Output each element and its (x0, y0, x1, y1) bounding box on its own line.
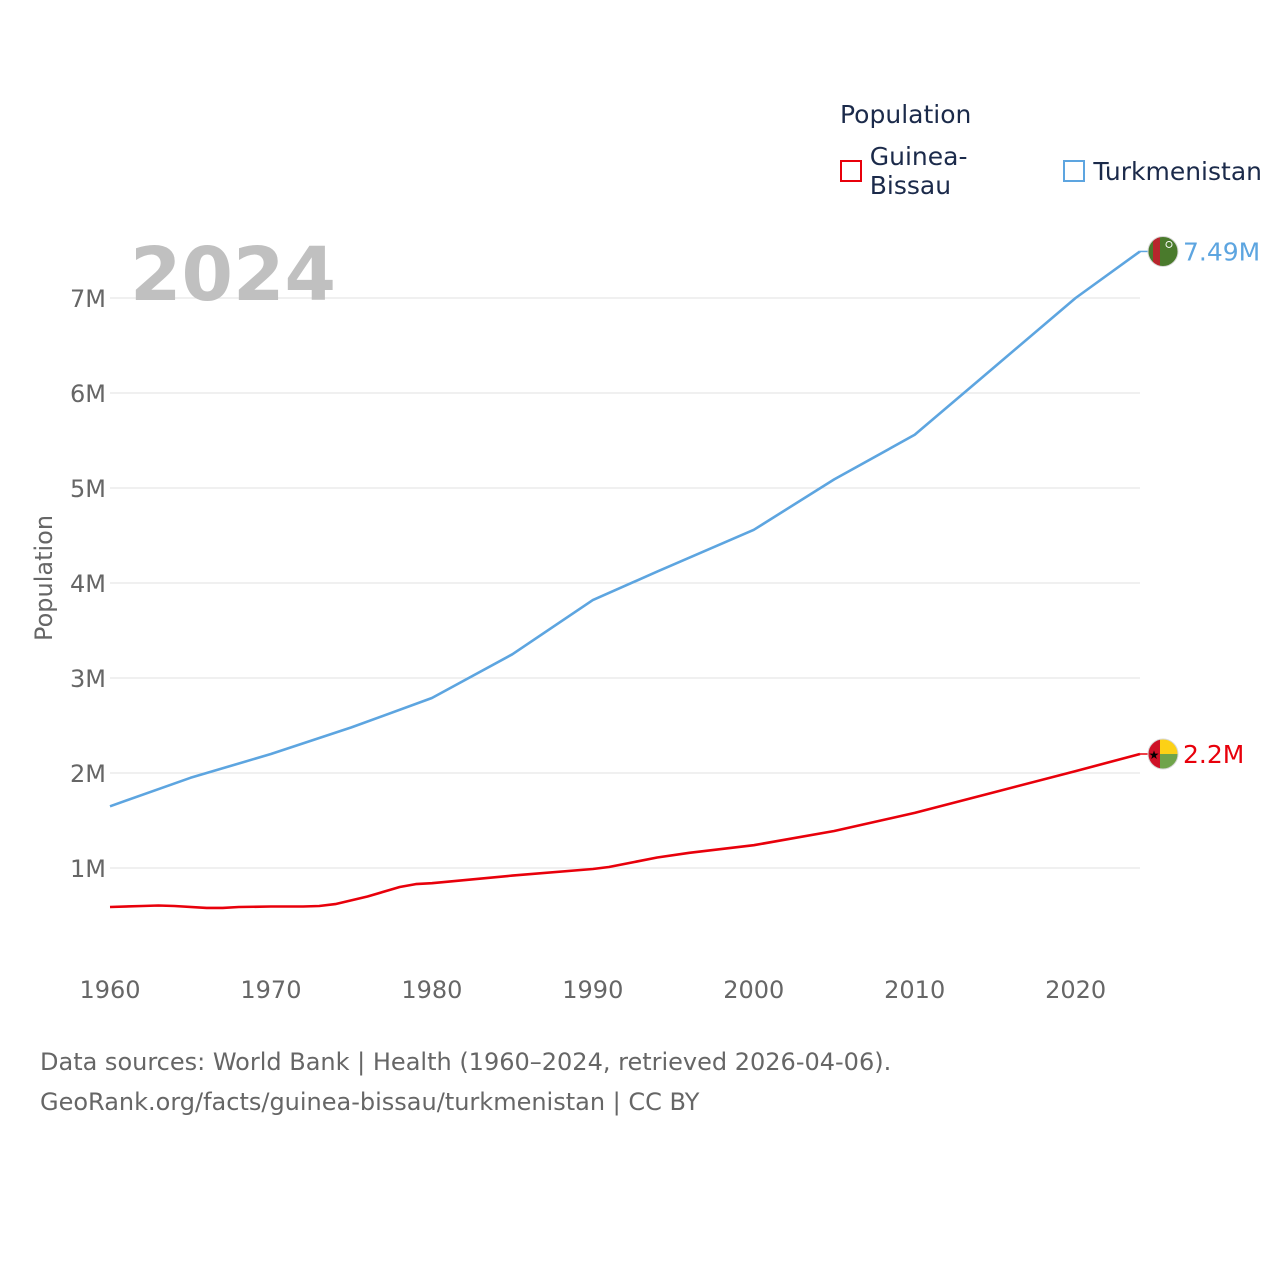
x-tick-label: 2020 (1045, 976, 1106, 1004)
y-tick-label: 4M (70, 570, 106, 598)
legend-title: Population (840, 100, 972, 129)
y-tick-label: 3M (70, 665, 106, 693)
legend-swatch-turkmenistan (1063, 160, 1086, 182)
x-tick-label: 2000 (723, 976, 784, 1004)
guinea-bissau-flag-icon: ★ (1147, 738, 1179, 770)
series-line-guinea-bissau[interactable] (109, 752, 1141, 910)
series-end-markers: ★ 2.2M 7.49M (1140, 235, 1260, 770)
turkmenistan-flag-icon (1147, 235, 1179, 267)
y-tick-label: 6M (70, 380, 106, 408)
x-tick-label: 1960 (79, 976, 140, 1004)
legend-item-guinea-bissau[interactable]: Guinea-Bissau (840, 142, 1045, 200)
y-axis-label: Population (30, 515, 58, 641)
legend-label-guinea-bissau: Guinea-Bissau (869, 142, 968, 200)
end-value-label-guinea-bissau: 2.2M (1183, 740, 1244, 769)
x-tick-label: 1990 (562, 976, 623, 1004)
gridlines (110, 297, 1140, 869)
end-value-label-turkmenistan: 7.49M (1183, 237, 1260, 266)
footer: Data sources: World Bank | Health (1960–… (40, 1042, 891, 1122)
source-url-text[interactable]: GeoRank.org/facts/guinea-bissau/turkmeni… (40, 1088, 700, 1116)
legend-label-turkmenistan: Turkmenistan (1093, 156, 1262, 186)
legend-swatch-guinea-bissau (840, 160, 862, 182)
y-tick-label: 7M (70, 285, 106, 313)
x-tick-label: 1980 (401, 976, 462, 1004)
svg-text:★: ★ (1149, 748, 1160, 762)
series-lines (109, 250, 1141, 910)
series-line-turkmenistan[interactable] (109, 250, 1141, 808)
data-sources-text: Data sources: World Bank | Health (1960–… (40, 1048, 892, 1076)
x-tick-label: 1970 (240, 976, 301, 1004)
y-tick-label: 2M (70, 760, 106, 788)
x-tick-label: 2010 (884, 976, 945, 1004)
y-tick-label: 1M (70, 855, 106, 883)
y-tick-label: 5M (70, 475, 106, 503)
current-year-label: 2024 (130, 232, 336, 318)
legend-item-turkmenistan[interactable]: Turkmenistan (1063, 157, 1262, 186)
legend: Guinea-Bissau Turkmenistan (840, 142, 1280, 200)
y-axis-ticks: 1M 2M 3M 4M 5M 6M 7M (70, 285, 106, 883)
x-axis-ticks: 1960 1970 1980 1990 2000 2010 2020 (79, 976, 1106, 1004)
